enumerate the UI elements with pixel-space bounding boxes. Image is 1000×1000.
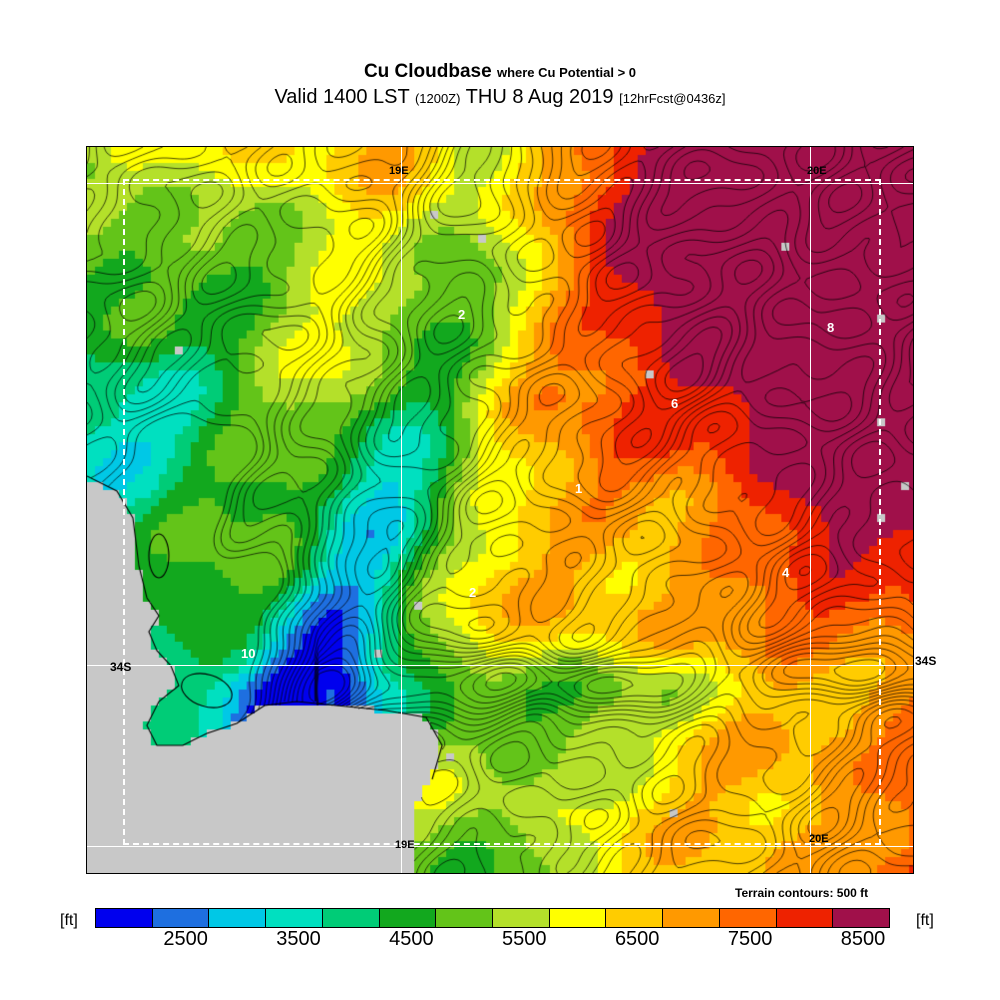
graticule-line-35S (87, 846, 913, 847)
forecast-tag: [12hrFcst@0436z] (619, 91, 726, 106)
colorbar-tick-6500: 6500 (614, 928, 660, 950)
contour-label: 10 (241, 646, 256, 661)
map-raster (87, 147, 913, 873)
colorbar-tick-7500: 7500 (727, 928, 773, 950)
title-block: Cu Cloudbase where Cu Potential > 0 Vali… (0, 62, 1000, 111)
page-title: Cu Cloudbase (363, 61, 492, 82)
colorbar[interactable] (95, 908, 890, 928)
contour-label: 1 (575, 481, 583, 496)
colorbar-unit-right: [ft] (916, 912, 934, 929)
colorbar-segment-12 (776, 909, 834, 927)
valid-date: THU 8 Aug 2019 (465, 86, 614, 108)
contour-label: 8 (827, 320, 835, 335)
graticule-line-33S (87, 183, 913, 184)
colorbar-segment-10 (663, 909, 720, 927)
valid-time: Valid 1400 LST (274, 86, 410, 108)
contour-label: 2 (469, 585, 477, 600)
colorbar-tick-labels: 2500 3500 4500 5500 6500 7500 8500 (95, 928, 890, 954)
colorbar-segment-3 (266, 909, 323, 927)
contour-label: 6 (671, 396, 679, 411)
colorbar-tick-8500: 8500 (840, 928, 886, 950)
title-condition: where Cu Potential > 0 (496, 65, 637, 80)
graticule-line-34S (87, 665, 913, 666)
colorbar-segment-11 (719, 909, 777, 927)
colorbar-tick-4500: 4500 (389, 928, 434, 950)
colorbar-segment-6 (436, 909, 494, 927)
colorbar-segment-9 (606, 909, 664, 927)
valid-time-utc: (1200Z) (414, 91, 461, 106)
colorbar-segment-1 (152, 909, 210, 927)
colorbar-segment-5 (379, 909, 437, 927)
lat-label-34S-left: 34S (110, 660, 132, 674)
forecast-map[interactable]: 2 8 6 1 4 2 10 19E 20E 19E 20E (86, 146, 914, 874)
lat-label-34S-right: 34S (915, 654, 937, 668)
colorbar-segment-2 (209, 909, 267, 927)
domain-boundary-box (123, 179, 881, 845)
colorbar-tick-3500: 3500 (276, 928, 321, 950)
colorbar-segment-13 (833, 909, 890, 927)
lon-label-20E-top: 20E (807, 165, 827, 177)
graticule-line-19E (401, 147, 402, 873)
lon-label-20E-bottom: 20E (809, 833, 829, 845)
title-valid-line: Valid 1400 LST (1200Z) THU 8 Aug 2019 [1… (0, 85, 1000, 111)
colorbar-segment-7 (493, 909, 550, 927)
graticule-line-20E (810, 147, 811, 873)
colorbar-segment-0 (96, 909, 153, 927)
lon-label-19E-bottom: 19E (395, 839, 415, 851)
colorbar-tick-2500: 2500 (163, 928, 208, 950)
colorbar-segment-8 (549, 909, 607, 927)
contour-label: 2 (458, 307, 466, 322)
colorbar-segment-4 (322, 909, 380, 927)
contour-label: 4 (782, 565, 790, 580)
terrain-contour-note: Terrain contours: 500 ft (735, 886, 869, 900)
colorbar-unit-left: [ft] (60, 912, 78, 929)
lon-label-19E-top: 19E (389, 165, 409, 177)
colorbar-tick-5500: 5500 (502, 928, 547, 950)
title-main-line: Cu Cloudbase where Cu Potential > 0 (0, 62, 1000, 83)
